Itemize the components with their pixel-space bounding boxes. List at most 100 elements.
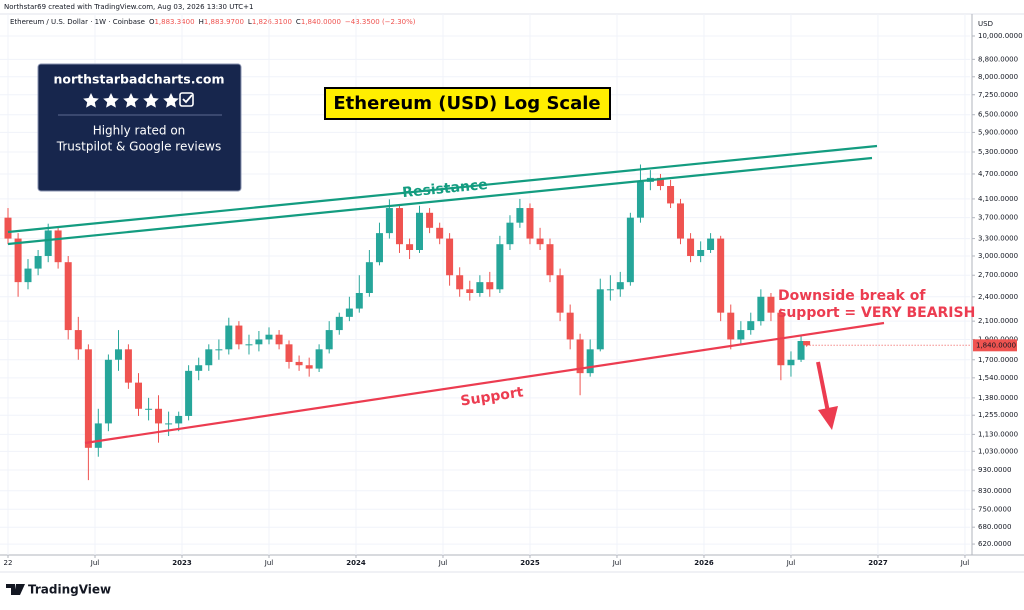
candle-body (34, 255, 42, 269)
close-prefix: C (296, 18, 301, 26)
x-tick-label: 2025 (520, 559, 540, 567)
candle-body (104, 359, 112, 424)
resistance-line-lower (7, 156, 873, 246)
candle-body (566, 312, 574, 340)
x-tick-label: Jul (612, 559, 622, 567)
candle-body (546, 244, 554, 276)
y-tick-label: 830.0000 (978, 487, 1011, 495)
candle-body (526, 208, 534, 239)
x-tick-label: 2024 (346, 559, 366, 567)
candle-body (225, 325, 233, 350)
title-box (324, 87, 611, 120)
y-tick-label: 1,700.0000 (978, 356, 1018, 364)
y-tick-label: 7,250.0000 (978, 91, 1018, 99)
x-tick-label: 2027 (868, 559, 888, 567)
candle-body (516, 208, 524, 223)
candle-body (185, 370, 193, 416)
candle-body (496, 244, 504, 290)
candle-body (596, 289, 604, 350)
candle-body (265, 334, 273, 340)
last-price-tag (973, 339, 1017, 352)
ad-site: northstarbadcharts.com (54, 72, 225, 87)
y-tick-label: 2,400.0000 (978, 293, 1018, 301)
candle-body (94, 423, 102, 448)
candle-body (4, 217, 12, 239)
candle-body (787, 359, 795, 366)
candle-body (576, 339, 584, 374)
candle-body (74, 330, 82, 350)
candle-body (325, 330, 333, 350)
y-tick-label: 620.0000 (978, 540, 1011, 548)
candle-body (285, 344, 293, 362)
y-tick-label: 3,300.0000 (978, 235, 1018, 243)
y-tick-label: 8,800.0000 (978, 55, 1018, 63)
candle-body (365, 262, 373, 293)
arrow-shaft (816, 361, 830, 413)
x-tick-label: Jul (90, 559, 100, 567)
candle-body (335, 316, 343, 331)
candle-body (797, 340, 805, 360)
candle-body (235, 325, 243, 345)
candle-body (456, 275, 464, 290)
candle-body (124, 349, 132, 383)
candle-body (14, 238, 22, 283)
candle-body (506, 222, 514, 245)
x-tick-label: Jul (264, 559, 274, 567)
x-tick-label: Jul (960, 559, 970, 567)
y-tick-label: 4,100.0000 (978, 195, 1018, 203)
candle-body (667, 186, 675, 204)
candle-body (415, 212, 423, 250)
y-tick-label: 8,000.0000 (978, 73, 1018, 81)
candle-body (175, 415, 183, 424)
change: −43.3500 (−2.30%) (345, 18, 416, 26)
currency: USD (978, 20, 993, 28)
y-tick-label: 2,100.0000 (978, 317, 1018, 325)
candle-body (486, 282, 494, 290)
y-tick-label: 930.0000 (978, 466, 1011, 474)
candle-body (606, 289, 614, 291)
candle-body (145, 408, 153, 410)
candle-body (255, 339, 263, 345)
candle-body (395, 208, 403, 245)
y-tick-label: 680.0000 (978, 523, 1011, 531)
candle-body (536, 238, 544, 245)
candle-body (803, 341, 811, 346)
candle-body (155, 408, 163, 424)
candle-body (44, 230, 52, 256)
x-tick-label: Jul (438, 559, 448, 567)
candle-body (114, 349, 122, 360)
y-tick-label: 1,130.0000 (978, 430, 1018, 438)
ad-check (182, 94, 193, 104)
brand: TradingView (28, 583, 111, 597)
x-tick-label: 2023 (172, 559, 192, 567)
candle-body (215, 349, 223, 351)
y-tick-label: 1,540.0000 (978, 374, 1018, 382)
chart-title: Ethereum (USD) Log Scale (333, 93, 600, 114)
y-tick-label: 5,300.0000 (978, 148, 1018, 156)
candle-body (636, 181, 644, 218)
candle-body (616, 282, 624, 290)
candle-body (707, 238, 715, 250)
y-tick-label: 750.0000 (978, 505, 1011, 513)
candle-body (205, 349, 213, 366)
x-tick-label: 22 (4, 559, 13, 567)
y-tick-label: 1,255.0000 (978, 411, 1018, 419)
candle-body (767, 296, 775, 313)
ad-check-box (179, 92, 194, 107)
candle-body (295, 361, 303, 366)
candle-body (406, 244, 414, 250)
open-value: 1,883.3400 (154, 18, 194, 26)
high-value: 1,883.9700 (204, 18, 244, 26)
candle-body (466, 289, 474, 293)
high-prefix: H (199, 18, 204, 26)
candle-body (747, 321, 755, 331)
y-tick-label: 10,000.0000 (978, 32, 1023, 40)
candle-body (556, 275, 564, 313)
candle-body (586, 349, 594, 374)
candle-body (54, 230, 62, 263)
credit: Northstar69 created with TradingView.com… (4, 3, 253, 11)
candle-body (275, 334, 283, 345)
symbol-line: Ethereum / U.S. Dollar · 1W · Coinbase O1… (10, 18, 416, 26)
last-price-label: 1,840.0000 (976, 341, 1016, 349)
